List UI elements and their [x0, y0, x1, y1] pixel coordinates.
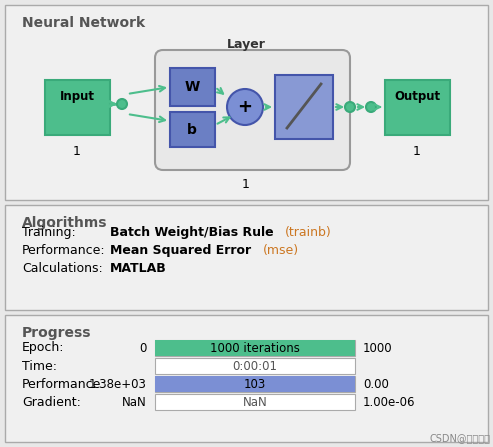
Text: Calculations:: Calculations: [22, 262, 103, 275]
Text: 1000: 1000 [363, 342, 392, 354]
Bar [155, 376, 355, 392]
Text: Time:: Time: [22, 359, 57, 372]
Circle shape [366, 102, 376, 112]
Text: Training:: Training: [22, 226, 76, 239]
Text: 1: 1 [73, 145, 81, 158]
Bar [5, 315, 488, 442]
Text: Epoch:: Epoch: [22, 342, 65, 354]
Text: Batch Weight/Bias Rule: Batch Weight/Bias Rule [110, 226, 274, 239]
Bar [155, 340, 355, 356]
Text: 103: 103 [244, 378, 266, 391]
Text: 1: 1 [242, 178, 250, 191]
Text: b: b [187, 123, 197, 137]
Bar [5, 205, 488, 310]
Text: NaN: NaN [243, 396, 267, 409]
Text: (trainb): (trainb) [285, 226, 332, 239]
Text: Mean Squared Error: Mean Squared Error [110, 244, 251, 257]
Bar [5, 5, 488, 200]
Bar [155, 376, 355, 392]
Text: W: W [184, 80, 200, 94]
Bar [155, 358, 355, 374]
Bar [155, 340, 355, 356]
Text: Gradient:: Gradient: [22, 396, 81, 409]
Text: Input: Input [60, 90, 95, 103]
Text: 1000 iterations: 1000 iterations [210, 342, 300, 354]
Text: (mse): (mse) [263, 244, 299, 257]
Bar [385, 80, 450, 135]
Bar [170, 112, 215, 147]
Circle shape [345, 102, 355, 112]
Text: Output: Output [394, 90, 440, 103]
Text: NaN: NaN [122, 396, 147, 409]
Text: 0: 0 [140, 342, 147, 354]
Text: 0:00:01: 0:00:01 [233, 359, 278, 372]
Text: 1: 1 [413, 145, 421, 158]
FancyBboxPatch shape [155, 50, 350, 170]
Circle shape [227, 89, 263, 125]
Text: MATLAB: MATLAB [110, 262, 167, 275]
Bar [155, 394, 355, 410]
Bar [45, 80, 110, 135]
Text: CSDN@楠楠星球: CSDN@楠楠星球 [429, 433, 490, 443]
Text: Performance:: Performance: [22, 378, 106, 391]
Text: Algorithms: Algorithms [22, 216, 107, 230]
Text: Layer: Layer [227, 38, 265, 51]
Circle shape [117, 99, 127, 109]
Bar [275, 75, 333, 139]
Bar [170, 68, 215, 106]
Text: Progress: Progress [22, 326, 92, 340]
Text: 0.00: 0.00 [363, 378, 389, 391]
Text: 1.00e-06: 1.00e-06 [363, 396, 416, 409]
Text: Neural Network: Neural Network [22, 16, 145, 30]
Text: +: + [238, 98, 252, 116]
Text: Performance:: Performance: [22, 244, 106, 257]
Text: 1.38e+03: 1.38e+03 [89, 378, 147, 391]
